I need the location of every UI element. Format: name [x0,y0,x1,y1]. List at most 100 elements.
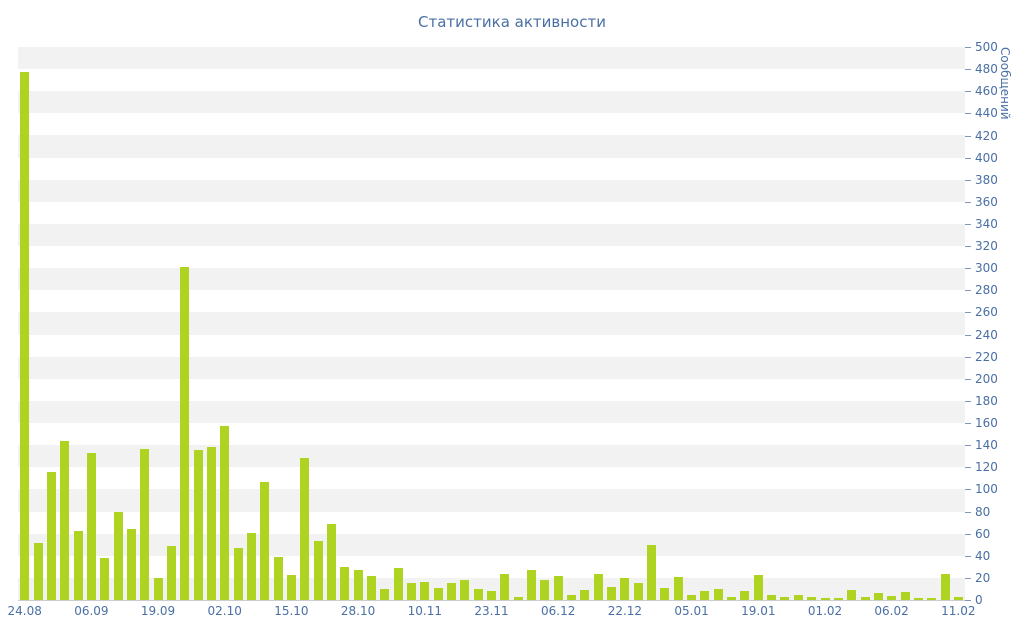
bar[interactable] [460,580,470,600]
plot-area [18,47,965,601]
x-axis-label: 28.10 [340,604,376,618]
bar[interactable] [927,597,937,600]
bar[interactable] [633,583,643,600]
bar[interactable] [620,577,630,600]
y-axis-value: 400 [975,150,998,165]
y-tick [965,334,971,336]
bar[interactable] [286,574,296,600]
bar[interactable] [847,590,857,600]
x-axis-label: 02.10 [207,604,242,618]
y-axis-value: 380 [975,172,998,187]
bar[interactable] [126,529,136,600]
bar[interactable] [180,267,190,600]
bar[interactable] [206,447,216,600]
y-axis-value: 320 [975,239,998,254]
bar[interactable] [647,544,657,600]
bar[interactable] [473,588,483,600]
bar[interactable] [700,591,710,600]
bar[interactable] [300,458,310,600]
bar[interactable] [60,440,70,600]
bar[interactable] [580,590,590,600]
bar[interactable] [807,596,817,600]
bar[interactable] [900,592,910,600]
bar[interactable] [887,595,897,600]
bar[interactable] [233,548,243,600]
bar[interactable] [913,597,923,600]
bar[interactable] [20,72,30,600]
bar[interactable] [873,593,883,600]
y-axis-value: 160 [975,416,998,430]
bar[interactable] [540,580,550,600]
bar[interactable] [727,596,737,600]
bar[interactable] [567,594,576,600]
bar[interactable] [433,587,443,600]
bar[interactable] [713,588,723,600]
bar[interactable] [86,452,96,600]
bar[interactable] [166,545,176,600]
bar[interactable] [447,583,456,600]
bar[interactable] [660,587,670,600]
y-axis-value: 200 [975,371,998,386]
bar[interactable] [860,596,870,600]
grid-band [18,489,965,512]
y-tick [965,423,971,424]
x-axis-label: 06.09 [74,604,109,618]
bar[interactable] [500,573,510,600]
bar[interactable] [46,471,56,600]
y-tick [965,268,971,270]
bar[interactable] [820,597,830,600]
bar[interactable] [326,523,336,600]
bar[interactable] [273,556,283,600]
bar[interactable] [527,570,536,600]
y-axis-value: 20 [975,570,991,585]
y-axis-value: 80 [975,504,991,519]
bar[interactable] [487,591,496,600]
y-tick [965,356,971,358]
bar[interactable] [767,594,777,600]
bar[interactable] [740,591,750,600]
bar[interactable] [940,573,950,600]
bar[interactable] [407,583,416,600]
grid-band [18,223,965,247]
bar[interactable] [340,566,350,600]
bar[interactable] [673,576,683,600]
bar[interactable] [246,532,256,600]
bar[interactable] [260,481,270,600]
bar[interactable] [100,558,110,600]
bar[interactable] [73,531,83,600]
bar[interactable] [353,570,363,600]
grid-band [18,312,965,335]
y-tick [965,246,971,248]
bar[interactable] [313,541,323,600]
x-axis-label: 15.10 [274,604,309,618]
y-axis-value: 480 [975,62,998,77]
y-axis-value: 0 [975,593,983,607]
bar[interactable] [833,597,843,600]
bar[interactable] [553,575,563,600]
bar[interactable] [753,574,763,600]
bar[interactable] [593,573,603,600]
y-tick [965,69,971,71]
bar[interactable] [367,575,376,600]
bar[interactable] [793,594,803,600]
x-axis: 24.08 06.09 19.09 02.10 15.10 28.10 10.11 23.11… [8,604,976,620]
bar[interactable] [420,582,430,600]
x-axis-label: 05.01 [674,604,709,618]
y-tick [965,224,971,225]
bar[interactable] [113,511,123,600]
bar[interactable] [33,542,43,600]
y-axis-value: 460 [975,84,998,99]
bar[interactable] [153,577,163,600]
bar[interactable] [140,448,150,600]
bar[interactable] [193,449,203,600]
bar[interactable] [953,596,963,600]
y-axis-value: 220 [975,349,998,364]
bar[interactable] [380,588,390,600]
bar[interactable] [607,586,616,600]
bar[interactable] [220,426,230,600]
y-tick [965,179,971,181]
bar[interactable] [687,594,697,600]
bar[interactable] [780,596,790,600]
bar[interactable] [513,596,523,600]
bar[interactable] [393,567,403,600]
